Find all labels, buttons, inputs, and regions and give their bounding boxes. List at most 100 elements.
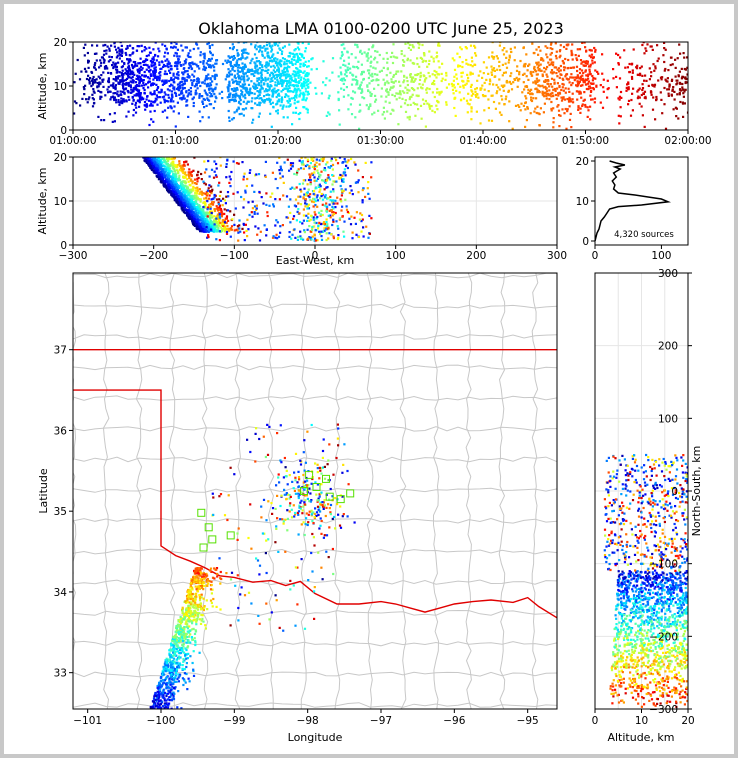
source-point — [528, 90, 531, 93]
source-point — [228, 60, 231, 63]
source-point — [253, 92, 256, 95]
source-point — [548, 89, 551, 92]
source-point — [111, 95, 114, 98]
source-point — [507, 90, 510, 93]
source-point — [474, 93, 477, 97]
source-point — [287, 95, 290, 98]
source-point — [428, 50, 431, 53]
source-point — [206, 236, 209, 239]
source-point — [527, 64, 530, 67]
source-point — [487, 98, 490, 101]
source-point — [127, 59, 130, 62]
source-point — [195, 80, 199, 83]
source-point — [457, 82, 460, 86]
source-point — [307, 83, 310, 86]
source-point — [93, 63, 96, 66]
source-point — [281, 71, 284, 74]
source-point — [142, 81, 145, 84]
source-point — [372, 66, 375, 69]
source-point — [303, 63, 307, 67]
source-point — [518, 77, 521, 81]
source-point — [411, 76, 414, 79]
source-point — [91, 80, 94, 83]
source-point — [563, 112, 566, 115]
source-point — [114, 98, 117, 101]
source-point — [152, 165, 155, 168]
source-point — [361, 176, 364, 179]
source-point — [293, 53, 296, 56]
source-point — [145, 47, 148, 50]
source-point — [425, 77, 428, 80]
source-point — [228, 82, 231, 85]
source-point — [272, 203, 275, 206]
source-point — [236, 66, 239, 69]
source-point — [355, 233, 358, 236]
source-point — [536, 88, 539, 91]
source-point — [155, 94, 158, 97]
source-point — [196, 189, 199, 192]
source-point — [205, 194, 208, 197]
source-point — [576, 80, 579, 83]
source-point — [563, 98, 566, 101]
source-point — [552, 126, 555, 129]
source-point — [175, 94, 178, 97]
source-point — [630, 98, 633, 102]
source-point — [173, 64, 177, 68]
source-point — [341, 53, 344, 56]
source-point — [79, 104, 82, 107]
source-point — [560, 88, 563, 92]
source-point — [433, 111, 436, 114]
source-point — [87, 66, 90, 69]
source-point — [143, 49, 146, 52]
source-point — [94, 79, 97, 82]
source-point — [423, 54, 426, 57]
source-point — [142, 63, 145, 66]
source-point — [206, 97, 209, 100]
source-point — [266, 84, 269, 87]
source-point — [406, 59, 409, 62]
source-point — [232, 93, 235, 97]
source-point — [593, 61, 596, 64]
source-point — [91, 105, 95, 108]
source-point — [367, 48, 370, 51]
source-point — [122, 72, 125, 76]
source-point — [189, 90, 193, 93]
source-point — [310, 68, 313, 71]
source-point — [413, 79, 416, 82]
source-point — [471, 60, 474, 63]
source-point — [158, 96, 161, 99]
source-point — [232, 58, 235, 61]
source-point — [230, 55, 234, 58]
source-point — [305, 84, 309, 87]
source-point — [262, 202, 265, 205]
source-point — [273, 77, 276, 80]
source-point — [551, 91, 554, 94]
source-point — [483, 81, 486, 84]
source-point — [223, 199, 226, 202]
source-point — [623, 49, 626, 52]
source-point — [195, 42, 198, 45]
source-point — [358, 87, 361, 90]
source-point — [153, 76, 156, 79]
source-point — [590, 98, 593, 101]
source-point — [436, 99, 439, 103]
source-point — [114, 65, 117, 68]
source-point — [529, 93, 532, 96]
source-point — [578, 92, 581, 95]
source-point — [227, 95, 231, 98]
source-point — [136, 77, 140, 80]
source-point — [214, 62, 217, 65]
source-point — [390, 78, 393, 81]
source-point — [82, 46, 85, 49]
source-point — [567, 66, 570, 70]
source-point — [370, 161, 373, 164]
source-point — [424, 60, 428, 63]
source-point — [166, 52, 169, 55]
source-point — [189, 93, 193, 96]
source-point — [323, 180, 327, 183]
source-point — [243, 67, 246, 70]
source-point — [554, 89, 557, 93]
source-point — [204, 212, 207, 215]
source-point — [113, 120, 116, 123]
source-point — [553, 87, 557, 91]
